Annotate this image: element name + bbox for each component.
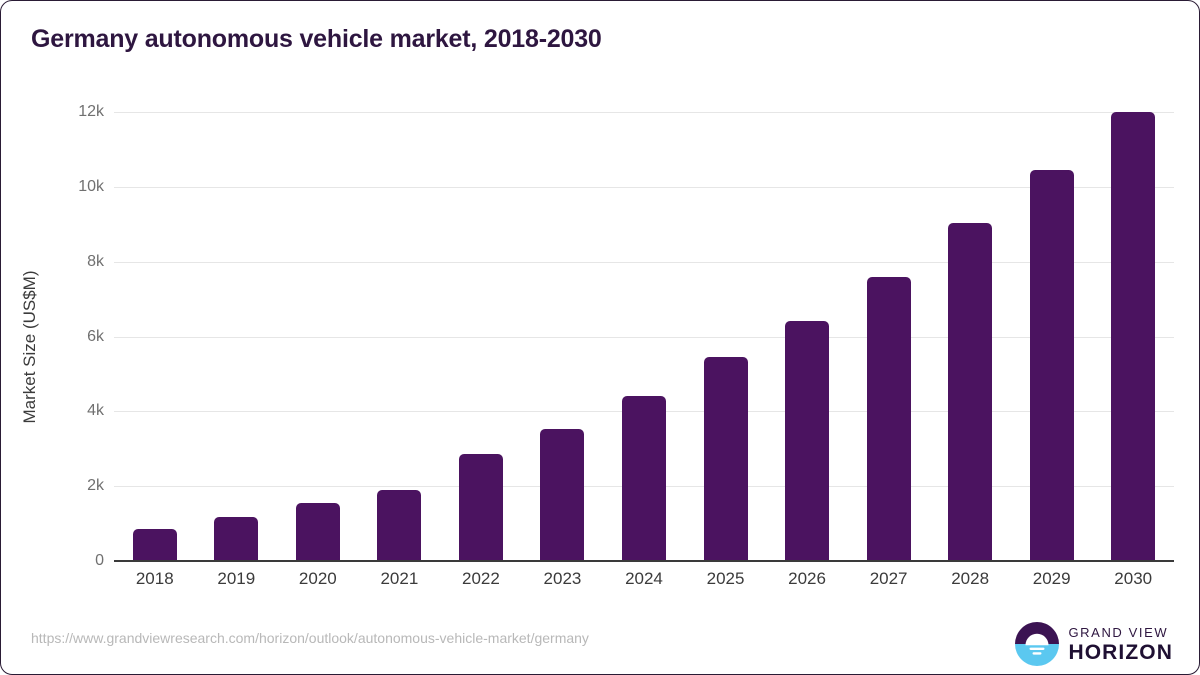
x-tick-label: 2030 [1114, 569, 1153, 588]
x-tick-label: 2029 [1032, 569, 1071, 588]
bar-2019[interactable] [214, 516, 259, 561]
bar-slot [295, 112, 340, 561]
bar-slot [377, 112, 422, 561]
x-tick-label: 2018 [135, 569, 174, 588]
bar-slot [540, 112, 585, 561]
x-tick-label: 2025 [706, 569, 745, 588]
bar-2026[interactable] [785, 320, 830, 561]
bar-2028[interactable] [948, 222, 993, 561]
x-tick-label: 2020 [298, 569, 337, 588]
y-axis-tick-labels: 0 2k 4k 6k 8k 10k 12k [14, 103, 104, 569]
bar-slot [785, 112, 830, 561]
x-axis-tick-labels: 2018 2019 2020 2021 2022 2023 2024 2025 2026 2027… [114, 569, 1174, 601]
bar-2027[interactable] [866, 277, 911, 561]
chart-title: Germany autonomous vehicle market, 2018-… [31, 25, 602, 53]
bar-slot [948, 112, 993, 561]
bar-slot [1029, 112, 1074, 561]
y-tick-label: 2k [87, 477, 104, 495]
bar-2018[interactable] [132, 529, 177, 561]
logo-line-1: GRAND VIEW [1068, 624, 1169, 640]
gridline [114, 112, 1174, 113]
bar-slot [214, 112, 259, 561]
bar-slot [1111, 111, 1156, 561]
bar-slot [703, 112, 748, 561]
plot-area [114, 111, 1174, 562]
x-tick-label: 2021 [380, 569, 419, 588]
x-tick-label: 2024 [625, 569, 663, 588]
bar-2021[interactable] [377, 489, 422, 561]
y-tick-label: 6k [87, 327, 104, 345]
bar-2029[interactable] [1029, 170, 1074, 561]
bar-2030[interactable] [1111, 111, 1156, 561]
x-tick-label: 2028 [951, 569, 990, 588]
bar-2022[interactable] [458, 454, 503, 561]
sunrise-circle-icon [1015, 622, 1060, 666]
y-tick-label: 0 [95, 552, 104, 569]
x-tick-label: 2022 [461, 569, 500, 588]
bars-layer [114, 111, 1174, 561]
y-tick-label: 10k [78, 177, 104, 195]
logo-wordmark: GRAND VIEW HORIZON [1068, 626, 1173, 663]
y-tick-label: 4k [87, 402, 104, 420]
logo-line-2: HORIZON [1068, 640, 1173, 664]
bar-slot [132, 112, 177, 561]
bar-2025[interactable] [703, 357, 748, 561]
x-tick-label: 2027 [869, 569, 908, 588]
x-tick-label: 2026 [788, 569, 826, 588]
x-tick-label: 2023 [543, 569, 582, 588]
gridline [114, 261, 1174, 263]
y-tick-label: 8k [87, 252, 104, 270]
source-url[interactable]: https://www.grandviewresearch.com/horizo… [31, 630, 589, 646]
gridline [114, 336, 1174, 338]
bar-2024[interactable] [621, 396, 666, 561]
bar-2020[interactable] [295, 503, 340, 561]
grand-view-horizon-logo[interactable]: GRAND VIEW HORIZON [1015, 621, 1173, 667]
gridline [114, 186, 1174, 188]
bar-slot [458, 112, 503, 561]
bar-slot [621, 112, 666, 561]
bar-slot [866, 112, 911, 561]
x-axis-line [114, 560, 1174, 562]
y-tick-label: 12k [78, 103, 104, 120]
x-tick-label: 2019 [217, 569, 256, 588]
bar-2023[interactable] [540, 429, 585, 561]
